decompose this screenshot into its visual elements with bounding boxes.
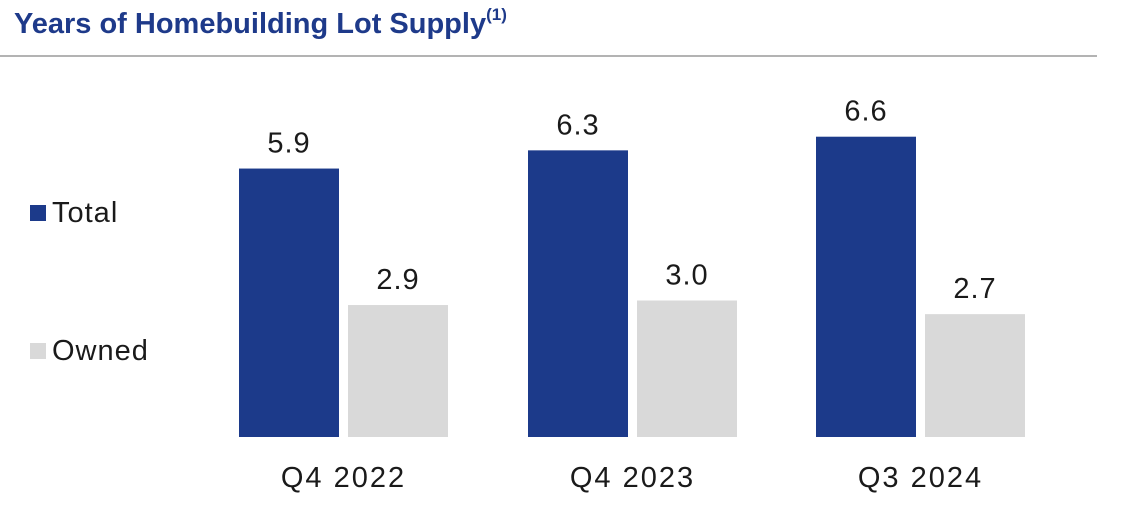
chart-title-text: Years of Homebuilding Lot Supply [14,8,487,40]
bar-owned-3 [925,314,1025,437]
x-tick-label-3: Q3 2024 [858,462,983,494]
bar-total-1 [239,168,339,438]
data-label-owned-2: 3.0 [665,260,708,292]
bar-owned-1 [348,305,448,437]
x-tick-label-1: Q4 2022 [281,462,406,494]
bar-total-2 [528,150,628,437]
legend-swatch-owned [30,343,46,359]
legend-swatch-total [30,205,46,221]
legend-item-total: Total [30,193,118,233]
data-label-owned-3: 2.7 [953,273,996,305]
x-tick-label-2: Q4 2023 [570,462,695,494]
data-label-total-2: 6.3 [556,109,599,141]
legend-label-total: Total [52,196,119,229]
bar-owned-2 [637,300,737,437]
legend-item-owned: Owned [30,331,149,371]
bar-total-3 [816,136,916,437]
data-label-owned-1: 2.9 [376,264,419,296]
data-label-total-3: 6.6 [844,96,887,128]
data-label-total-1: 5.9 [267,128,310,160]
chart-title: Years of Homebuilding Lot Supply(1) [14,4,507,44]
title-footnote-marker: (1) [486,5,507,25]
title-divider [0,55,1097,57]
legend-label-owned: Owned [52,334,149,367]
